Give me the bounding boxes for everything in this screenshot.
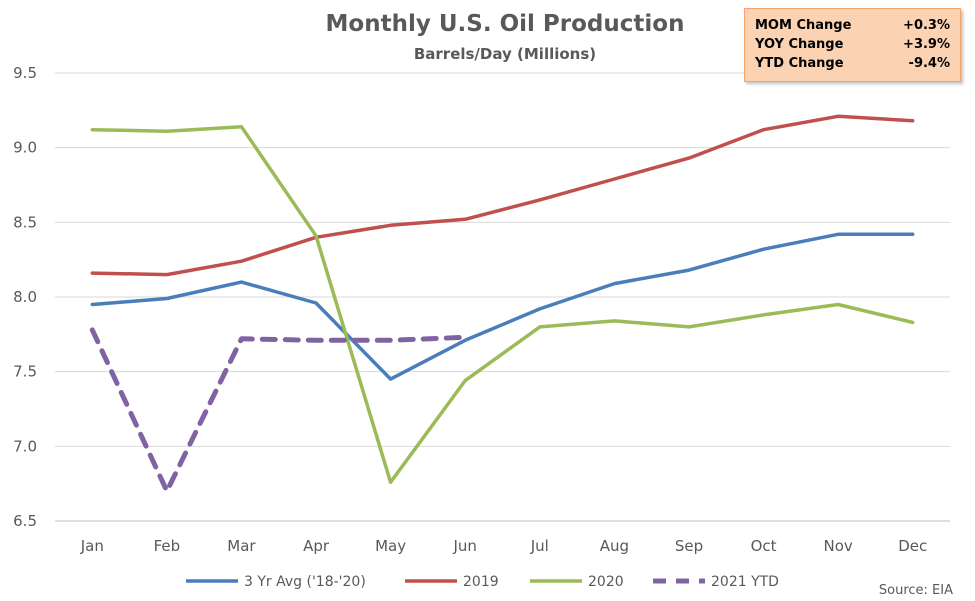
x-tick-label: Feb <box>154 537 181 555</box>
y-tick-label: 8.0 <box>13 288 37 306</box>
tick-labels: 6.5 7.0 7.5 8.0 8.5 9.0 9.5 Jan Feb Mar Apr May Jun J… <box>13 64 927 555</box>
series-line-2 <box>90 125 915 484</box>
stat-value: +0.3% <box>903 18 950 33</box>
series-line-0 <box>90 232 915 381</box>
chart-subtitle: Barrels/Day (Millions) <box>414 45 596 63</box>
y-tick-label: 6.5 <box>13 512 37 530</box>
stat-row-ytd: YTD Change -9.4% <box>755 54 950 73</box>
x-tick-label: Jan <box>80 537 104 555</box>
x-tick-label: Apr <box>303 537 330 555</box>
x-tick-label: Jul <box>530 537 549 555</box>
stat-row-yoy: YOY Change +3.9% <box>755 35 950 54</box>
x-tick-label: Nov <box>823 537 852 555</box>
legend-label: 2021 YTD <box>711 574 779 590</box>
series-line-3 <box>89 327 468 494</box>
x-tick-label: May <box>375 537 406 555</box>
source-note: Source: EIA <box>879 583 953 598</box>
x-tick-label: Mar <box>227 537 256 555</box>
legend-label: 3 Yr Avg ('18-'20) <box>244 574 366 590</box>
gridlines <box>55 72 950 522</box>
series-lines <box>89 114 915 494</box>
stat-row-mom: MOM Change +0.3% <box>755 16 950 35</box>
y-tick-label: 9.0 <box>13 139 37 157</box>
stat-label: YTD Change <box>755 56 844 71</box>
stat-label: YOY Change <box>755 37 844 52</box>
y-tick-label: 7.5 <box>13 363 37 381</box>
x-tick-label: Sep <box>675 537 703 555</box>
stat-value: -9.4% <box>908 56 950 71</box>
x-tick-label: Oct <box>751 537 777 555</box>
series-line-1 <box>90 114 915 277</box>
x-tick-label: Aug <box>600 537 629 555</box>
chart-title: Monthly U.S. Oil Production <box>326 11 685 37</box>
stat-value: +3.9% <box>903 37 950 52</box>
legend-label: 2020 <box>588 574 624 590</box>
y-tick-label: 8.5 <box>13 213 37 231</box>
y-tick-label: 9.5 <box>13 64 37 82</box>
x-tick-label: Jun <box>452 537 476 555</box>
legend-label: 2019 <box>463 574 499 590</box>
stat-label: MOM Change <box>755 18 852 33</box>
stats-box: MOM Change +0.3% YOY Change +3.9% YTD Ch… <box>744 8 961 82</box>
y-tick-label: 7.0 <box>13 437 37 455</box>
x-tick-label: Dec <box>898 537 927 555</box>
legend: 3 Yr Avg ('18-'20) 2019 2020 2021 YTD <box>186 574 779 590</box>
